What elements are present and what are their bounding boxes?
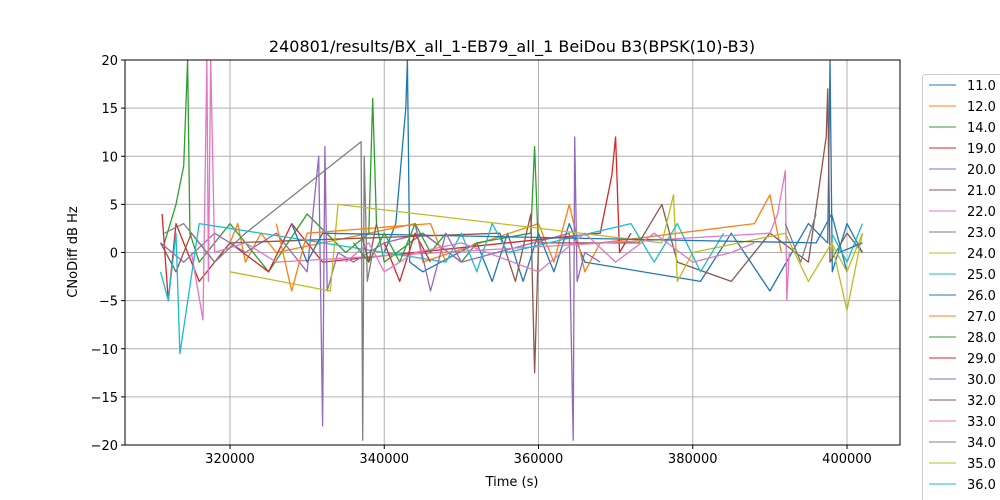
y-tick-label: 0 (110, 247, 118, 262)
legend-label: 32.0 (967, 394, 996, 409)
legend-label: 24.0 (967, 247, 996, 262)
series-line-36.0 (831, 223, 864, 263)
x-tick-label: 340000 (359, 452, 409, 467)
series-line-30.0 (414, 223, 462, 292)
legend-label: 33.0 (967, 415, 996, 430)
series-line-12.0 (229, 194, 783, 273)
legend-box (922, 74, 1000, 500)
series-line-25.0 (159, 222, 725, 355)
series-line-21.0 (160, 88, 863, 374)
x-tick-label: 320000 (205, 452, 255, 467)
legend-label: 26.0 (967, 289, 996, 304)
y-axis-label: CNoDiff dB Hz (66, 206, 81, 298)
legend-label: 34.0 (967, 436, 996, 451)
legend-label: 14.0 (967, 121, 996, 136)
legend-label: 30.0 (967, 373, 996, 388)
legend: 11.0 12.0 14.0 19.0 20.0 21.0 22.0 23.0 24.0 25.0… (922, 74, 1000, 500)
legend-label: 20.0 (967, 163, 996, 178)
x-ticks: 320000 340000 360000 380000 400000 (205, 445, 872, 467)
legend-label: 19.0 (967, 142, 996, 157)
series-line-22.0 (190, 60, 790, 321)
legend-label: 23.0 (967, 226, 996, 241)
legend-label: 28.0 (967, 331, 996, 346)
y-tick-label: −15 (91, 391, 118, 406)
series-line-34.0 (784, 213, 817, 263)
legend-label: 11.0 (967, 79, 996, 94)
chart-title: 240801/results/BX_all_1-EB79_all_1 BeiDo… (269, 37, 755, 57)
series-line-26.0 (291, 213, 848, 272)
x-tick-label: 400000 (822, 452, 872, 467)
x-tick-label: 380000 (668, 452, 718, 467)
series-line-23.0 (164, 141, 374, 441)
y-tick-label: 15 (101, 102, 118, 117)
legend-label: 29.0 (967, 352, 996, 367)
grid (125, 59, 900, 446)
legend-label: 27.0 (967, 310, 996, 325)
y-ticks: −20 −15 −10 −5 0 5 10 15 20 (91, 54, 125, 454)
legend-label: 25.0 (967, 268, 996, 283)
x-axis-label: Time (s) (485, 475, 539, 490)
y-tick-label: 20 (101, 54, 118, 69)
series-line-14.0 (163, 60, 540, 273)
y-tick-label: 5 (110, 198, 118, 213)
legend-label: 35.0 (967, 457, 996, 472)
series-line-27.0 (275, 222, 447, 292)
x-tick-label: 360000 (514, 452, 564, 467)
series-line-35.0 (831, 232, 864, 273)
y-tick-label: −20 (91, 439, 118, 454)
legend-label: 22.0 (967, 205, 996, 220)
legend-label: 12.0 (967, 100, 996, 115)
plot-area (159, 60, 864, 441)
series-line-20.0 (160, 136, 601, 441)
legend-label: 36.0 (967, 478, 996, 493)
series-line-32.0 (360, 223, 378, 263)
y-tick-label: −5 (99, 295, 118, 310)
series-line-33.0 (345, 232, 755, 273)
y-tick-label: −10 (91, 343, 118, 358)
y-tick-label: 10 (101, 150, 118, 165)
series-line-24.0 (229, 194, 864, 311)
series-line-37.0 (839, 242, 863, 254)
legend-label: 21.0 (967, 184, 996, 199)
